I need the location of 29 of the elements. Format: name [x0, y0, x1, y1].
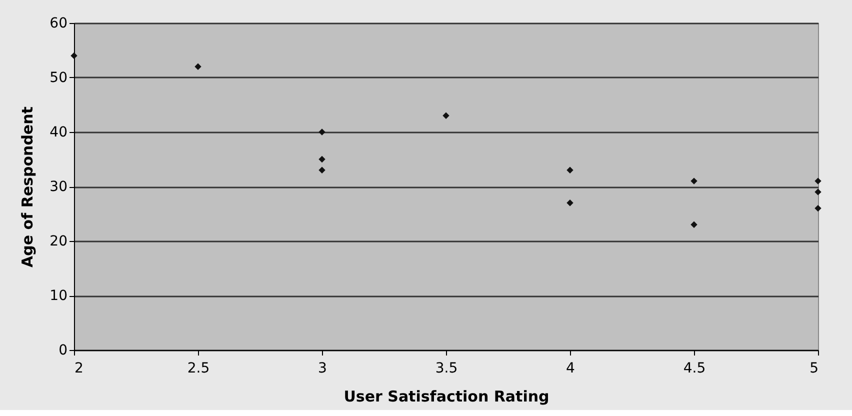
x-tick-label: 5	[810, 360, 818, 376]
point	[318, 166, 326, 174]
y-tick-label: 50	[50, 70, 68, 86]
point	[442, 112, 450, 120]
point	[318, 156, 326, 163]
point	[690, 178, 698, 184]
x-tick-label: 3	[318, 360, 327, 376]
x-axis-title: User Satisfaction Rating	[344, 388, 550, 406]
y-tick-label: 60	[50, 16, 68, 32]
point	[814, 204, 822, 212]
point	[566, 199, 574, 206]
point	[814, 188, 822, 196]
x-tick-label: 4.5	[683, 360, 706, 376]
point	[690, 221, 698, 228]
y-tick-label: 40	[50, 124, 68, 140]
y-tick-label: 10	[50, 288, 68, 304]
point	[70, 52, 78, 60]
y-tick-label: 20	[50, 234, 68, 250]
x-tick-label: 2.5	[187, 360, 210, 376]
x-tick-label: 2	[74, 360, 84, 376]
point	[194, 63, 202, 70]
point	[566, 166, 574, 174]
y-tick-label: 0	[58, 342, 68, 358]
point	[318, 128, 326, 136]
y-axis-title: Age of Respondent	[18, 106, 37, 268]
point	[814, 178, 822, 184]
y-tick-label: 30	[50, 179, 68, 195]
x-tick-label: 3.5	[435, 360, 458, 376]
x-tick-label: 4	[566, 360, 576, 376]
